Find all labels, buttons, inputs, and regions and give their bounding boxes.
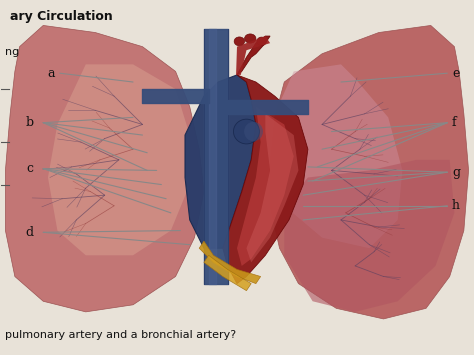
Polygon shape xyxy=(185,75,256,248)
Ellipse shape xyxy=(257,37,266,45)
Polygon shape xyxy=(223,75,308,284)
Polygon shape xyxy=(237,107,294,266)
Polygon shape xyxy=(246,114,299,262)
Text: b: b xyxy=(26,116,34,129)
Polygon shape xyxy=(204,255,251,291)
Polygon shape xyxy=(270,64,402,248)
Text: c: c xyxy=(27,162,34,175)
Polygon shape xyxy=(48,64,190,255)
Ellipse shape xyxy=(244,122,263,141)
Polygon shape xyxy=(237,36,270,75)
Text: f: f xyxy=(452,116,456,129)
Text: a: a xyxy=(47,67,55,80)
Ellipse shape xyxy=(234,37,245,46)
Text: pulmonary artery and a bronchial artery?: pulmonary artery and a bronchial artery? xyxy=(5,330,237,340)
Text: e: e xyxy=(452,67,459,80)
Polygon shape xyxy=(5,26,204,312)
Polygon shape xyxy=(270,26,469,319)
Ellipse shape xyxy=(234,119,259,144)
Text: d: d xyxy=(26,226,34,239)
Text: h: h xyxy=(452,199,460,212)
Text: ary Circulation: ary Circulation xyxy=(10,10,113,22)
Text: ng: ng xyxy=(5,47,19,57)
Polygon shape xyxy=(284,160,455,312)
Polygon shape xyxy=(236,36,270,75)
Text: g: g xyxy=(452,166,460,179)
Polygon shape xyxy=(199,241,261,284)
Ellipse shape xyxy=(245,34,256,43)
